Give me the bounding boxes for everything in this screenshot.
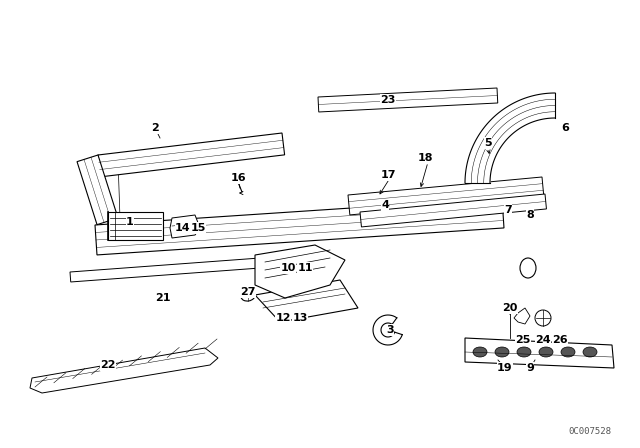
Polygon shape: [255, 280, 358, 322]
Text: 17: 17: [380, 170, 396, 180]
Polygon shape: [30, 348, 218, 393]
Polygon shape: [465, 338, 614, 368]
Polygon shape: [98, 155, 120, 218]
Polygon shape: [465, 93, 555, 183]
Polygon shape: [255, 245, 345, 298]
Text: 16: 16: [230, 173, 246, 183]
Ellipse shape: [241, 291, 255, 301]
Text: 18: 18: [417, 153, 433, 163]
Text: 23: 23: [380, 95, 396, 105]
Polygon shape: [318, 88, 498, 112]
Text: 4: 4: [381, 200, 389, 210]
Text: 1: 1: [126, 217, 134, 227]
Text: 7: 7: [504, 205, 512, 215]
Text: 13: 13: [292, 313, 308, 323]
Ellipse shape: [539, 347, 553, 357]
Polygon shape: [108, 212, 163, 240]
Polygon shape: [95, 198, 504, 255]
Ellipse shape: [495, 347, 509, 357]
Text: 21: 21: [156, 293, 171, 303]
Polygon shape: [514, 308, 530, 324]
Text: 8: 8: [526, 210, 534, 220]
Circle shape: [535, 310, 551, 326]
Polygon shape: [98, 133, 285, 177]
Text: 24: 24: [535, 335, 551, 345]
Ellipse shape: [583, 347, 597, 357]
Polygon shape: [373, 315, 403, 345]
Text: 11: 11: [297, 263, 313, 273]
Text: 9: 9: [526, 363, 534, 373]
Ellipse shape: [561, 347, 575, 357]
Polygon shape: [348, 177, 544, 215]
Text: 15: 15: [190, 223, 205, 233]
Ellipse shape: [520, 258, 536, 278]
Text: 25: 25: [515, 335, 531, 345]
Text: 3: 3: [386, 325, 394, 335]
Text: 6: 6: [561, 123, 569, 133]
Text: 5: 5: [484, 138, 492, 148]
Text: 19: 19: [497, 363, 513, 373]
Text: 0C007528: 0C007528: [568, 427, 611, 436]
Ellipse shape: [473, 347, 487, 357]
Text: 27: 27: [240, 287, 256, 297]
Polygon shape: [170, 215, 200, 238]
Text: 14: 14: [175, 223, 191, 233]
Text: 12: 12: [275, 313, 291, 323]
Polygon shape: [77, 155, 118, 224]
Ellipse shape: [517, 347, 531, 357]
Text: 26: 26: [552, 335, 568, 345]
Polygon shape: [360, 194, 547, 227]
Polygon shape: [70, 258, 260, 282]
Text: 10: 10: [280, 263, 296, 273]
Text: 2: 2: [151, 123, 159, 133]
Text: 20: 20: [502, 303, 518, 313]
Text: 22: 22: [100, 360, 116, 370]
